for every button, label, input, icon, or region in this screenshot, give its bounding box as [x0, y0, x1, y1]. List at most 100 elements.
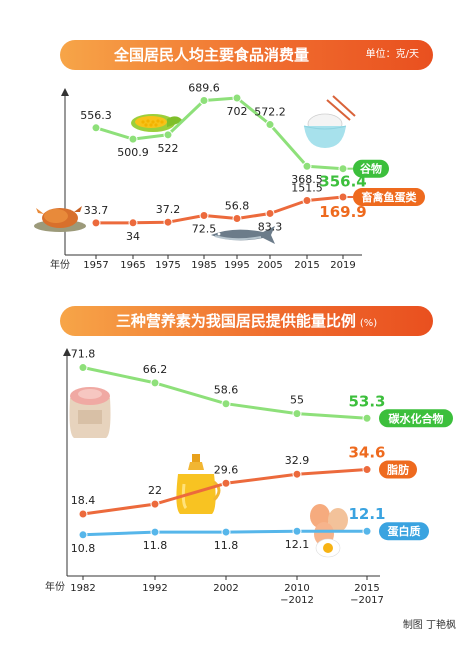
chart2-point: [150, 499, 160, 509]
chart1-data-label: 689.6: [188, 82, 220, 95]
chart2-data-label: 11.8: [214, 539, 239, 552]
chart2-data-labels: 71.8 66.2 58.6 55 53.3 碳水化合物 18.4 22 29.6 32.9 34.…: [71, 348, 453, 555]
chart2-data-label: 71.8: [71, 348, 96, 361]
chart2-point: [78, 530, 88, 540]
chart2-title-banner: 三种营养素为我国居民提供能量比例 (%): [60, 306, 433, 336]
chart2-point: [150, 527, 160, 537]
chart1-point: [91, 218, 101, 228]
chart1-points: [91, 93, 348, 228]
chart2-data-label: 53.3: [348, 392, 385, 410]
chart1-point: [163, 217, 173, 227]
chart2-point: [78, 363, 88, 373]
chart1-point: [302, 161, 312, 171]
chart2-data-label: 55: [290, 394, 304, 407]
oil-bottle-icon: [176, 454, 221, 514]
chart1-tick-label: 2015: [294, 260, 319, 271]
chart2-data-label: 32.9: [285, 454, 310, 467]
chart2-x-label: 年份: [45, 580, 65, 593]
chart1-data-label: 33.7: [84, 204, 109, 217]
roast-chicken-icon: [34, 206, 86, 232]
chart2-x-ticks: 1982 1992 2002 2010 −2012 2015 −2017: [70, 576, 384, 606]
chart1-data-label: 151.5: [291, 182, 323, 195]
chart1-point: [265, 120, 275, 130]
chart1-x-ticks: 1957 1965 1975 1985 1995 2005 2015 2019: [83, 255, 356, 271]
chart1-point: [199, 211, 209, 221]
chart2-data-label: 12.1: [348, 505, 385, 523]
fish-icon: [211, 226, 275, 244]
credit-text: 制图 丁艳枫: [402, 620, 456, 631]
chart2-tick-label: 1982: [70, 583, 95, 594]
chart1-data-label: 572.2: [254, 106, 286, 119]
chart2-legend-label: 碳水化合物: [389, 411, 444, 425]
chart1-data-label: 356.4: [319, 173, 366, 191]
chart1-title-banner: 全国居民人均主要食品消费量 单位：克/天: [60, 40, 433, 70]
chart2-axes: [63, 348, 380, 577]
chart1-tick-label: 1975: [155, 260, 180, 271]
chart2-point: [221, 399, 231, 409]
chart2-data-label: 10.8: [71, 542, 96, 555]
chart1-point: [128, 134, 138, 144]
chart1-legend-badge: [353, 188, 425, 207]
chart2-title: 三种营养素为我国居民提供能量比例: [115, 312, 356, 330]
chart2-point: [221, 478, 231, 488]
chart2-unit: (%): [359, 318, 378, 329]
chart1-data-label: 56.8: [225, 199, 250, 212]
chart1-data-label: 500.9: [117, 146, 149, 159]
chart1-data-label: 522: [158, 142, 179, 155]
corn-icon: [131, 114, 183, 132]
chart1-tick-label: 1995: [224, 260, 249, 271]
chart1-point: [163, 130, 173, 140]
chart1-point: [302, 196, 312, 206]
chart1-tick-label: 2005: [257, 260, 282, 271]
chart2-point: [150, 378, 160, 388]
chart2-legend-label: 蛋白质: [388, 524, 421, 538]
chart1-data-label: 169.9: [319, 203, 366, 221]
chart1-point: [199, 96, 209, 106]
chart1-point: [232, 93, 242, 103]
chart1-data-label: 368.5: [291, 173, 323, 186]
chart1-legend-label: 谷物: [360, 162, 382, 176]
chart1-line-grain: [95, 96, 344, 171]
chart2-data-label: 18.4: [71, 494, 96, 507]
chart1-title: 全国居民人均主要食品消费量: [113, 46, 309, 64]
chart1-data-label: 34: [126, 230, 140, 243]
chart1-point: [265, 208, 275, 218]
chart2-point: [292, 526, 302, 536]
chart2-point: [292, 469, 302, 479]
chart2-data-label: 29.6: [214, 463, 239, 476]
flour-sack-icon: [69, 387, 111, 438]
chart1-legend-label: 畜禽鱼蛋类: [362, 190, 418, 204]
chart1-data-label: 72.5: [192, 223, 217, 236]
chart2-tick-label: 1992: [142, 583, 167, 594]
chart1-tick-label: 2019: [330, 260, 355, 271]
chart1-data-label: 556.3: [80, 109, 112, 122]
chart2-legend-badge: [379, 522, 429, 541]
eggs-icon: [310, 504, 348, 558]
chart1-data-label: 37.2: [156, 203, 181, 216]
chart2-points: [78, 363, 372, 540]
chart1-tick-label: 1965: [120, 260, 145, 271]
chart2-data-label: 22: [148, 484, 162, 497]
chart1-unit: 单位：克/天: [365, 49, 419, 60]
chart2-point: [292, 409, 302, 419]
chart2-data-label: 66.2: [143, 363, 168, 376]
rice-bowl-icon: [303, 95, 356, 148]
chart2-point: [362, 526, 372, 536]
chart2-data-label: 11.8: [143, 539, 168, 552]
chart1-point: [338, 192, 348, 202]
chart2-data-label: 12.1: [285, 538, 310, 551]
chart2-point: [362, 465, 372, 475]
chart1-point: [91, 123, 101, 133]
chart1-data-label: 83.3: [258, 220, 283, 233]
chart1-tick-label: 1957: [83, 260, 108, 271]
chart2-point: [221, 527, 231, 537]
chart2-data-label: 58.6: [214, 384, 239, 397]
chart1-point: [128, 218, 138, 228]
chart2-point: [362, 413, 372, 423]
chart2-legend-badge: [379, 460, 417, 479]
chart2-legend-badge: [379, 409, 453, 428]
chart1-point: [338, 164, 348, 174]
chart1-legend-badge: [353, 159, 389, 178]
